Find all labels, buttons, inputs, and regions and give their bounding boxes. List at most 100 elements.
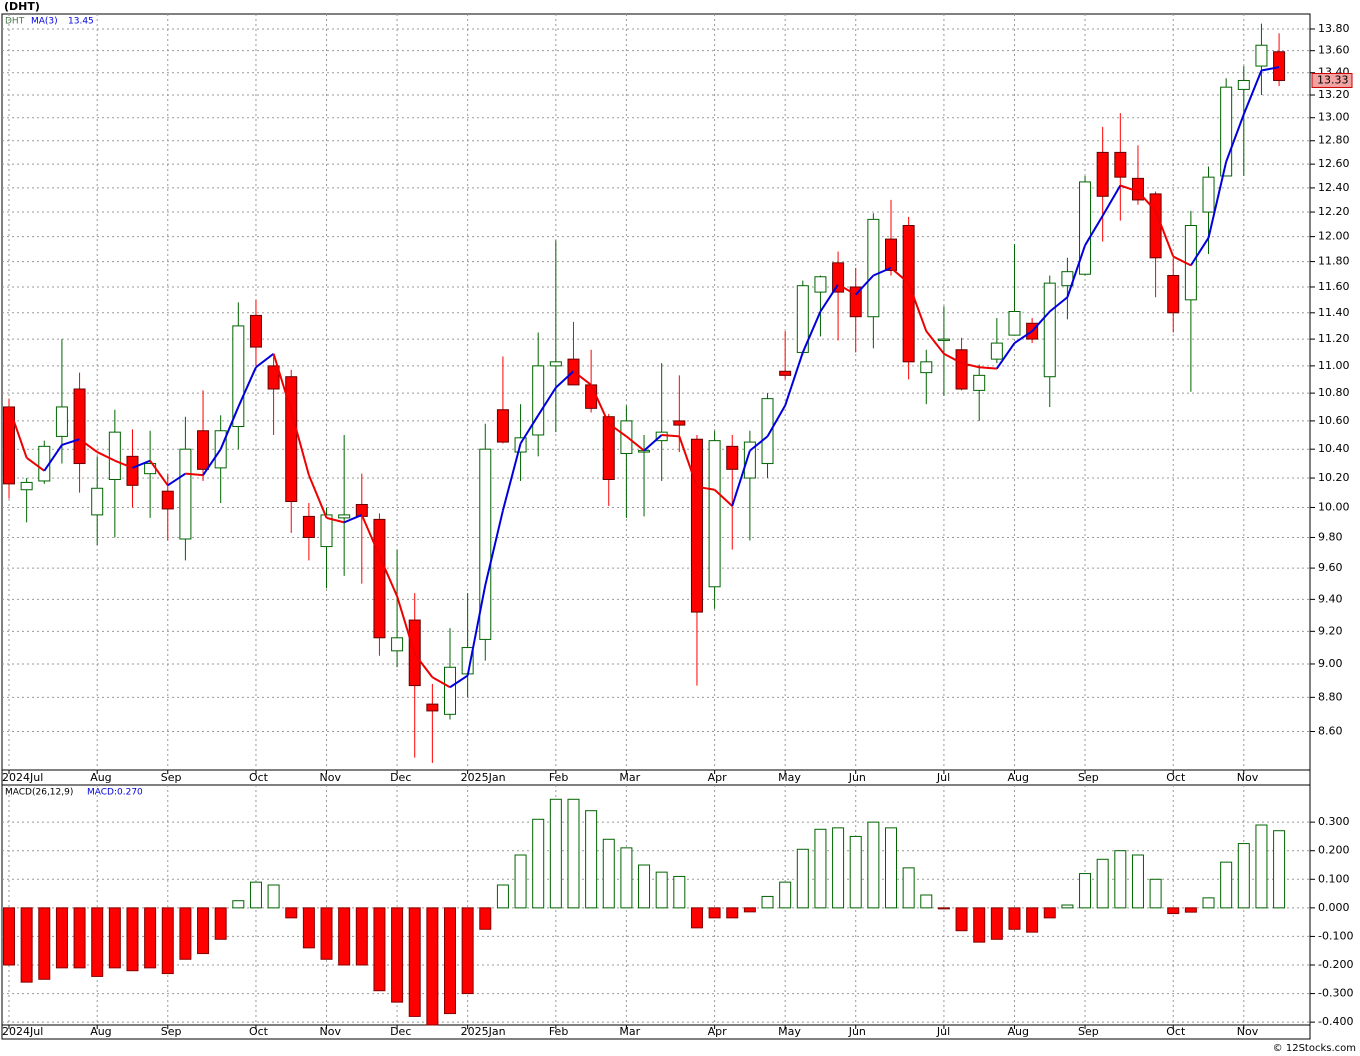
- bar: [690, 907, 703, 929]
- bar: [461, 907, 474, 995]
- candle-body: [1079, 181, 1092, 275]
- ma-line: [890, 267, 910, 284]
- y-tick-label: 12.60: [1318, 157, 1350, 170]
- ma-line: [519, 414, 540, 445]
- y-tick-label: 0.100: [1318, 872, 1350, 885]
- ma-line: [1207, 161, 1228, 239]
- candle-body: [585, 384, 598, 409]
- ma-line: [290, 410, 310, 476]
- bar: [55, 907, 68, 969]
- ma-line: [396, 595, 416, 655]
- legend-symbol: DHT: [5, 17, 25, 27]
- y-tick-label: 13.80: [1318, 22, 1350, 35]
- ma-line: [537, 387, 557, 416]
- x-tick-label: Jul: [936, 771, 950, 784]
- x-tick-label: Jul: [936, 1025, 950, 1038]
- bar: [849, 835, 862, 909]
- y-tick-label: 13.60: [1318, 44, 1350, 57]
- y-tick-label: 10.00: [1318, 500, 1350, 513]
- x-tick-label: Nov: [1237, 771, 1259, 784]
- y-tick-label: 13.00: [1318, 111, 1350, 124]
- candle-body: [1220, 86, 1233, 177]
- ma-line: [661, 433, 680, 438]
- x-tick-label: Oct: [1166, 771, 1186, 784]
- candle-body: [1255, 44, 1268, 67]
- ma-line: [819, 283, 839, 313]
- candle-body: [73, 388, 86, 465]
- bar: [338, 907, 351, 966]
- chart-title: (DHT): [4, 0, 40, 13]
- candle-body: [496, 409, 509, 443]
- price-panel: [1, 13, 1311, 771]
- ma-line: [696, 485, 715, 491]
- bar: [796, 848, 809, 909]
- bar: [902, 867, 915, 909]
- y-tick-label: 11.00: [1318, 359, 1350, 372]
- x-tick-label: Nov: [1237, 1025, 1259, 1038]
- ma-line: [61, 438, 80, 446]
- x-tick-label: Dec: [390, 771, 411, 784]
- candle-body: [779, 370, 792, 376]
- bar: [990, 907, 1003, 940]
- x-tick-label: Oct: [249, 1025, 269, 1038]
- ma-line: [961, 362, 980, 369]
- bar: [514, 854, 527, 909]
- bar: [567, 798, 580, 909]
- ma-line: [678, 436, 698, 488]
- candle-body: [91, 487, 104, 516]
- ma-line: [8, 406, 28, 459]
- ma-line: [1137, 190, 1157, 212]
- candle-body: [444, 666, 456, 715]
- bar: [973, 907, 986, 943]
- candle-body: [126, 455, 139, 486]
- bar: [232, 900, 245, 909]
- ma-line: [837, 283, 857, 296]
- ma-line: [78, 438, 98, 453]
- ma-line: [501, 443, 522, 511]
- ma-line: [26, 456, 45, 472]
- x-tick-label: 2025Jan: [461, 1025, 506, 1038]
- bar: [708, 907, 721, 919]
- candle-body: [885, 238, 897, 271]
- ma-line: [132, 459, 151, 469]
- candle-body: [1237, 79, 1250, 90]
- bar: [937, 907, 950, 910]
- bar: [920, 894, 933, 909]
- bar: [144, 907, 157, 969]
- y-tick-label: 0.200: [1318, 844, 1350, 857]
- bar: [249, 881, 262, 909]
- x-tick-label: May: [778, 771, 801, 784]
- candle-body: [761, 398, 774, 465]
- ma-line: [431, 676, 451, 689]
- candle-body: [1096, 151, 1109, 197]
- candle-body: [161, 490, 174, 510]
- candle-body: [479, 448, 492, 640]
- x-tick-label: Aug: [1007, 771, 1028, 784]
- candle-body: [1273, 51, 1286, 81]
- x-tick-label: Mar: [619, 1025, 640, 1038]
- y-tick-label: -0.300: [1318, 987, 1353, 1000]
- ma-line: [114, 459, 133, 469]
- candle-body: [1167, 274, 1180, 314]
- bar: [426, 907, 439, 1026]
- bar: [391, 907, 404, 1003]
- x-tick-label: May: [778, 1025, 801, 1038]
- bar: [585, 810, 598, 909]
- candle-body: [937, 338, 950, 341]
- bar: [779, 881, 792, 909]
- y-tick-label: -0.200: [1318, 958, 1353, 971]
- y-tick-label: 13.20: [1318, 88, 1350, 101]
- y-tick-label: 11.60: [1318, 280, 1350, 293]
- ma-line: [1172, 255, 1192, 267]
- candle-body: [920, 361, 933, 374]
- bar: [1167, 907, 1180, 915]
- bar: [761, 895, 774, 909]
- ma-line: [202, 448, 222, 476]
- ma-line: [413, 653, 434, 678]
- price-marker-label: 13.33: [1317, 73, 1349, 86]
- ma-line: [801, 311, 822, 353]
- ma-line: [943, 352, 963, 365]
- date-strip: [1, 1024, 1311, 1040]
- candle-body: [690, 438, 703, 613]
